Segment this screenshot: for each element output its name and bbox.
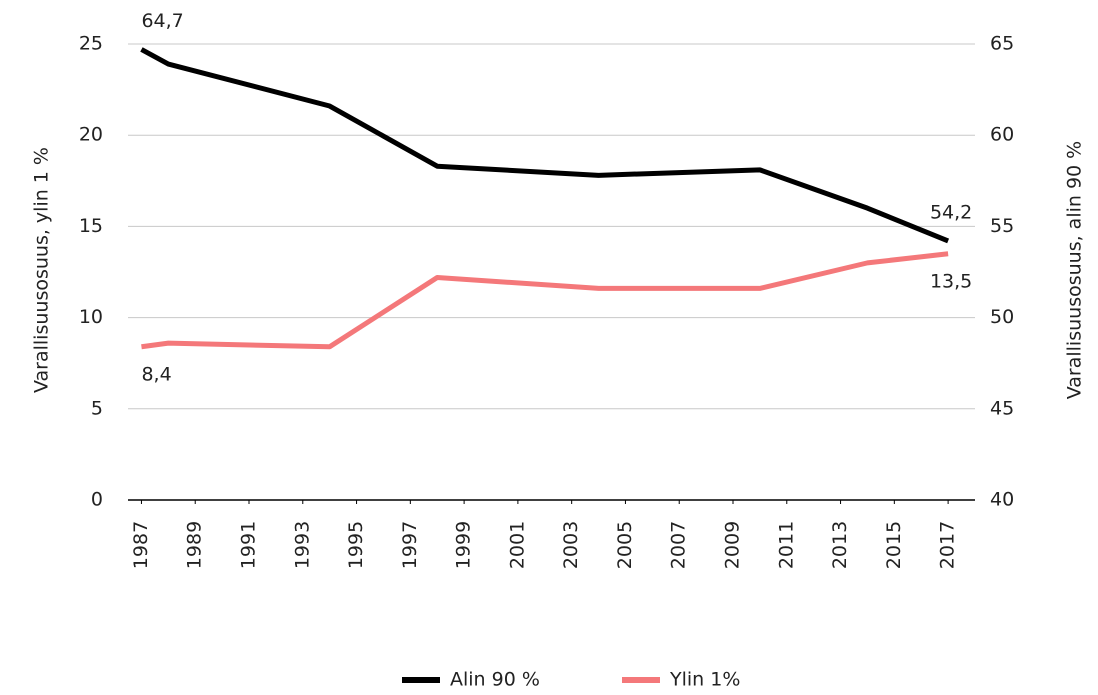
x-tick-label: 1991	[238, 521, 260, 569]
data-label: 13,5	[930, 270, 972, 292]
x-tick-label: 2017	[937, 521, 959, 569]
legend-label: Ylin 1%	[669, 669, 740, 691]
y-tick-label: 15	[79, 215, 103, 237]
x-tick-label: 2011	[775, 521, 797, 569]
x-tick-label: 1997	[399, 521, 421, 569]
x-tick-label: 2007	[668, 521, 690, 569]
series-line	[140, 47, 950, 244]
legend-label: Alin 90 %	[450, 669, 540, 691]
y2-tick-label: 65	[990, 33, 1014, 55]
y2-tick-label: 55	[990, 215, 1014, 237]
y-tick-label: 10	[79, 306, 103, 328]
y2-tick-label: 50	[990, 306, 1014, 328]
x-tick-label: 1999	[453, 521, 475, 569]
data-label: 54,2	[930, 201, 972, 223]
x-tick-label: 2013	[829, 521, 851, 569]
y-tick-label: 20	[79, 124, 103, 146]
y2-tick-label: 40	[990, 489, 1014, 511]
x-tick-label: 2001	[506, 521, 528, 569]
data-label: 8,4	[141, 363, 171, 385]
x-tick-label: 1993	[291, 521, 313, 569]
y2-axis-label: Varallisuusosuus, alin 90 %	[1064, 141, 1086, 399]
x-tick-label: 2003	[560, 521, 582, 569]
y2-tick-label: 60	[990, 124, 1014, 146]
series-line	[141, 251, 949, 350]
y-tick-label: 25	[79, 33, 103, 55]
y-tick-label: 0	[91, 489, 103, 511]
data-label: 64,7	[141, 10, 183, 32]
x-tick-label: 2005	[614, 521, 636, 569]
y-axis-label: Varallisuusosuus, ylin 1 %	[31, 147, 53, 393]
x-tick-label: 1995	[345, 521, 367, 569]
y2-tick-label: 45	[990, 397, 1014, 419]
x-tick-label: 1987	[130, 521, 152, 569]
y-tick-label: 5	[91, 397, 103, 419]
x-tick-label: 2015	[883, 521, 905, 569]
x-tick-label: 1989	[184, 521, 206, 569]
x-tick-label: 2009	[722, 521, 744, 569]
